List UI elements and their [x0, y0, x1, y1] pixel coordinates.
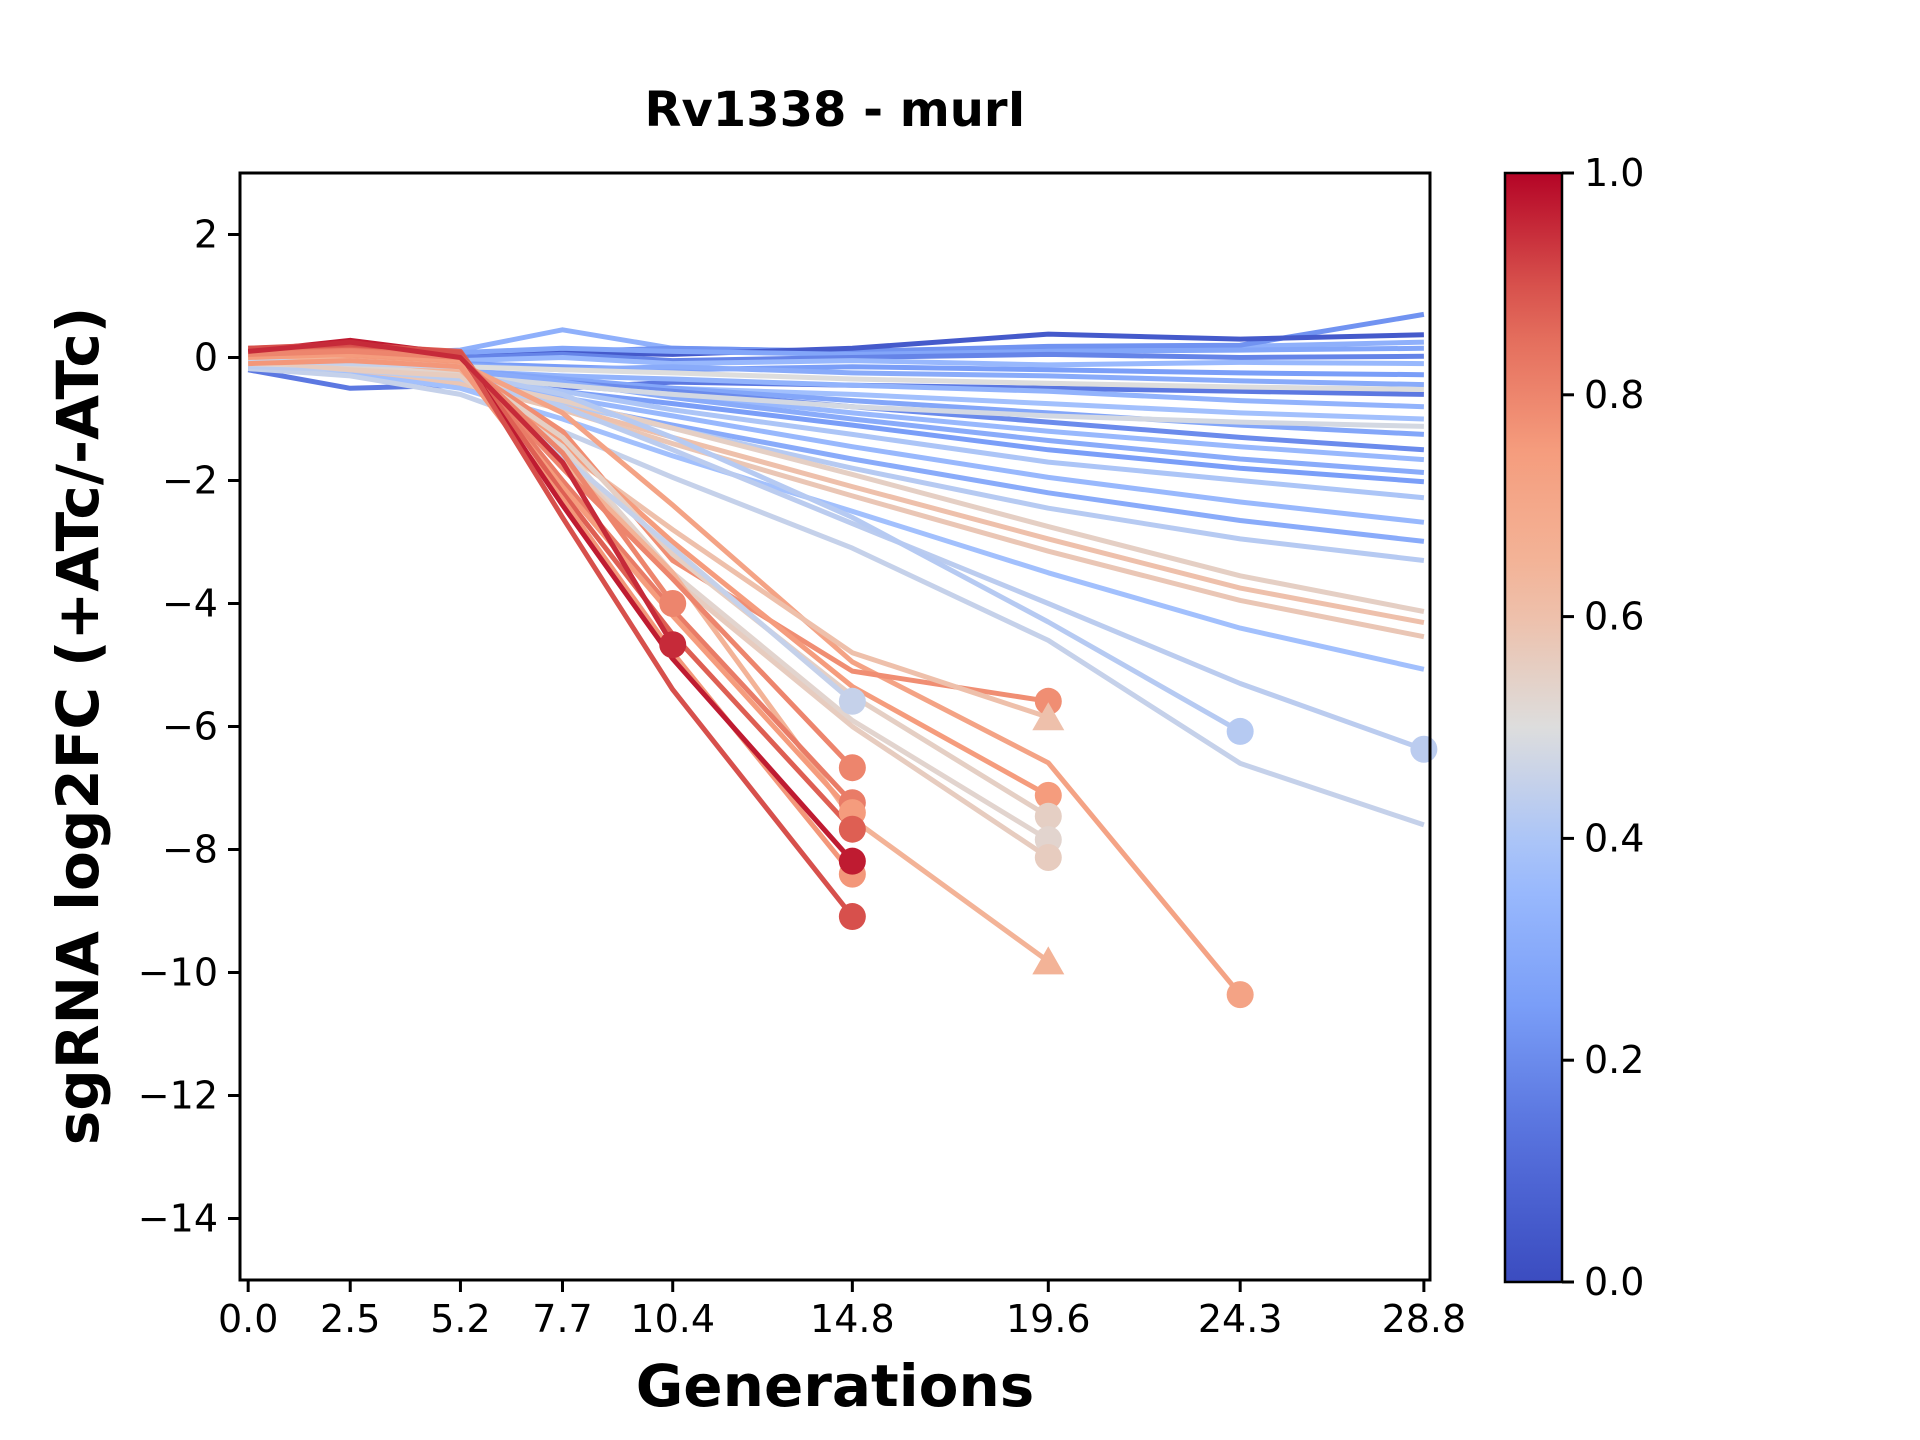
- colorbar-tick-label: 0.6: [1584, 595, 1644, 639]
- sgrna-line: [248, 366, 1425, 828]
- x-tick-label: 2.5: [320, 1297, 380, 1341]
- colorbar-ticks: 1.0 0.8 0.6 0.4 0.2 0.0: [1562, 151, 1644, 1304]
- x-axis-label: Generations: [635, 1352, 1035, 1420]
- endpoint-circle-marker: [1034, 843, 1062, 871]
- colorbar-tick-label: 0.0: [1584, 1260, 1644, 1304]
- x-tick-label: 14.8: [810, 1297, 895, 1341]
- y-tick-label: −10: [138, 951, 218, 995]
- colorbar-tick-label: 0.2: [1584, 1038, 1644, 1082]
- sgrna-line: [248, 351, 1050, 798]
- y-tick-label: 0: [194, 336, 218, 380]
- x-tick-label: 28.8: [1382, 1297, 1467, 1341]
- x-axis-ticks: 0.0 2.5 5.2 7.7 10.4 14.8 19.6 24.3 28.8: [218, 1280, 1466, 1341]
- endpoint-circle-marker: [1034, 802, 1062, 830]
- colorbar-tick-label: 1.0: [1584, 151, 1644, 195]
- sgrna-line: [247, 367, 1424, 397]
- y-tick-label: −8: [162, 828, 218, 872]
- endpoint-circle-marker: [838, 687, 866, 715]
- y-tick-label: −14: [138, 1197, 218, 1241]
- sgrna-line: [248, 345, 855, 805]
- colorbar-outline: [1503, 171, 1564, 1284]
- endpoint-circle-marker: [1226, 717, 1254, 745]
- endpoint-circle-marker: [838, 815, 866, 843]
- endpoint-circle-marker: [1410, 735, 1438, 763]
- endpoint-circle-marker: [1034, 687, 1062, 715]
- colorbar-gradient: [1505, 173, 1562, 1282]
- y-tick-label: −2: [162, 459, 218, 503]
- endpoint-circle-marker: [838, 903, 866, 931]
- sgrna-line: [247, 339, 675, 646]
- endpoint-circle-marker: [838, 847, 866, 875]
- y-tick-label: 2: [194, 213, 218, 257]
- sgrna-line: [248, 361, 1050, 842]
- y-axis-label: sgRNA log2FC (+ATc/-ATc): [44, 306, 112, 1146]
- chart-title: Rv1338 - murI: [644, 82, 1026, 138]
- endpoint-circle-marker: [838, 754, 866, 782]
- endpoint-triangle-marker: [1032, 702, 1065, 731]
- y-tick-label: −12: [138, 1074, 218, 1118]
- x-tick-label: 10.4: [630, 1297, 715, 1341]
- colorbar-tick-label: 0.8: [1584, 373, 1644, 417]
- endpoint-circle-marker: [659, 631, 687, 659]
- endpoint-triangle-marker: [1032, 946, 1065, 975]
- x-tick-label: 19.6: [1006, 1297, 1091, 1341]
- y-axis-ticks: 2 0 −2 −4 −6 −8 −10 −12 −14: [138, 213, 240, 1241]
- y-tick-label: −6: [162, 705, 218, 749]
- series-lines: [247, 311, 1425, 997]
- x-tick-label: 5.2: [430, 1297, 490, 1341]
- endpoint-circle-marker: [1226, 981, 1254, 1009]
- x-tick-label: 24.3: [1198, 1297, 1283, 1341]
- endpoint-circle-marker: [1034, 781, 1062, 809]
- y-tick-label: −4: [162, 582, 218, 626]
- endpoint-circle-marker: [659, 590, 687, 617]
- sgrna-line: [248, 362, 1425, 672]
- x-tick-label: 7.7: [532, 1297, 592, 1341]
- sgrna-line: [247, 337, 855, 863]
- series-markers: [659, 590, 1438, 1009]
- x-tick-label: 0.0: [218, 1297, 278, 1341]
- colorbar-tick-label: 0.4: [1584, 816, 1644, 860]
